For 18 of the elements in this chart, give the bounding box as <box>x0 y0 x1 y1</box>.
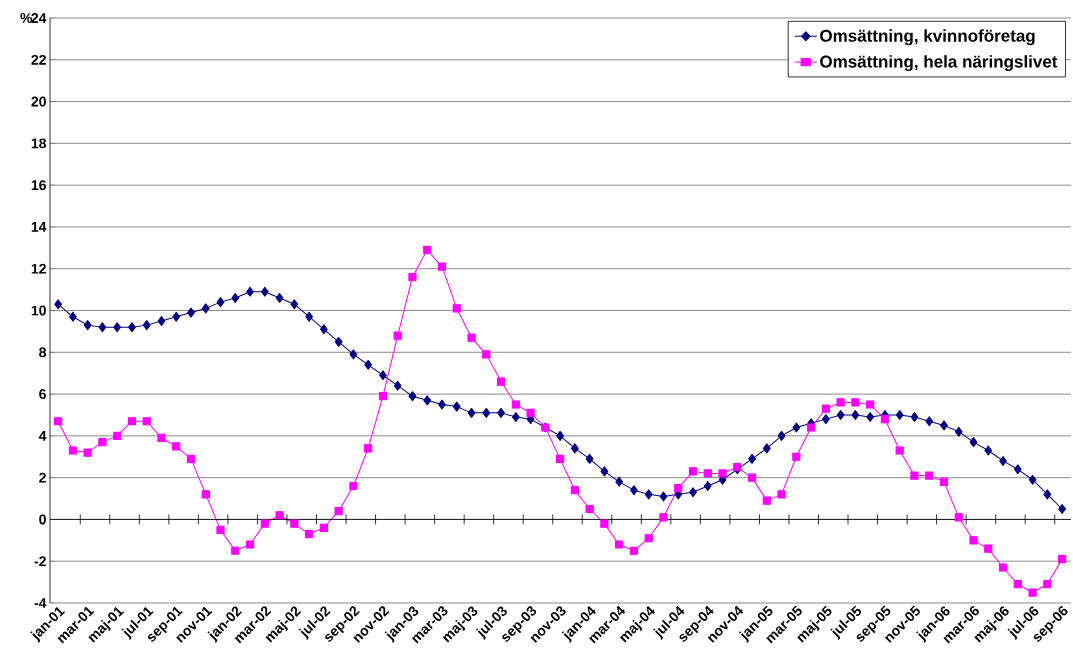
y-tick-label: 14 <box>31 222 47 232</box>
y-tick-label: 2 <box>39 472 46 483</box>
y-tick-label: 8 <box>39 347 47 358</box>
y-tick-label: 20 <box>31 96 46 107</box>
y-tick-label: 18 <box>31 138 47 149</box>
y-tick-label: 4 <box>38 431 47 441</box>
y-tick-label: 22 <box>31 54 46 65</box>
y-tick-label: 6 <box>39 389 46 400</box>
y-tick-label: 0 <box>39 514 46 525</box>
legend-label: Omsättning, kvinnoföretag <box>820 29 1035 46</box>
y-tick-label: 16 <box>31 180 46 191</box>
y-axis-title: % <box>20 13 33 23</box>
y-tick-label: 12 <box>31 263 46 274</box>
y-tick-label: 10 <box>31 305 46 316</box>
legend-label: Omsättning, hela näringslivet <box>820 55 1058 72</box>
y-tick-label: -2 <box>34 556 46 567</box>
y-tick-label: -4 <box>34 598 47 608</box>
y-tick-label: 24 <box>31 13 47 23</box>
